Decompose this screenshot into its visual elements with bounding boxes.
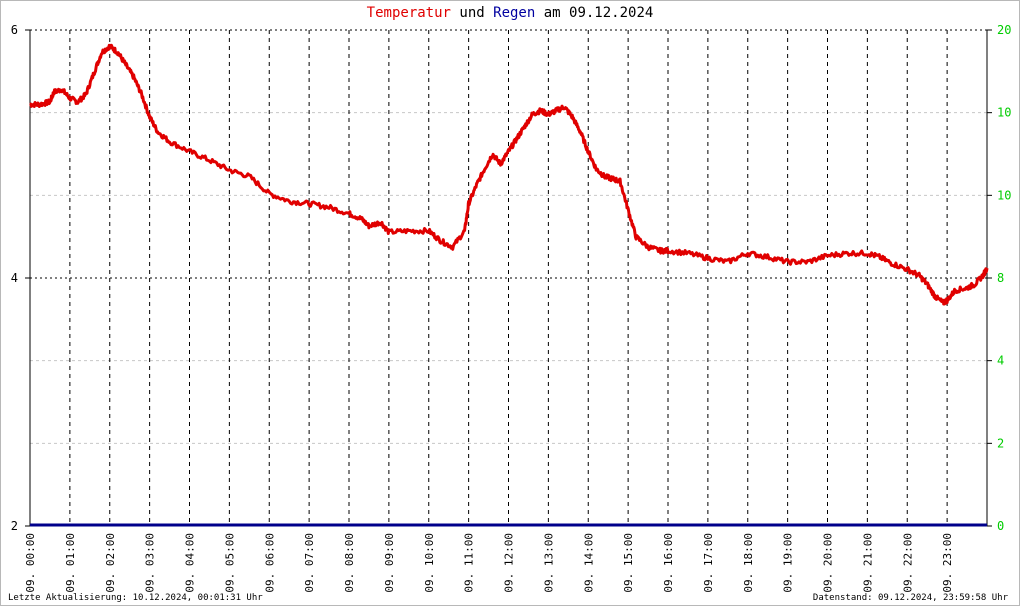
x-tick-label: 09. 03:00 bbox=[144, 533, 157, 593]
y-right-tick-label: 20 bbox=[997, 23, 1011, 37]
x-tick-label: 09. 23:00 bbox=[941, 533, 954, 593]
x-tick-label: 09. 21:00 bbox=[861, 533, 874, 593]
x-tick-label: 09. 05:00 bbox=[223, 533, 236, 593]
y-right-tick-label: 10 bbox=[997, 188, 1011, 202]
x-tick-label: 09. 22:00 bbox=[901, 533, 914, 593]
x-tick-label: 09. 01:00 bbox=[64, 533, 77, 593]
x-tick-label: 09. 13:00 bbox=[542, 533, 555, 593]
y-left-tick-label: 2 bbox=[11, 519, 18, 533]
x-tick-label: 09. 15:00 bbox=[622, 533, 635, 593]
y-left-tick-label: 6 bbox=[11, 23, 18, 37]
title-rain: Regen bbox=[493, 5, 536, 21]
x-tick-label: 09. 19:00 bbox=[782, 533, 795, 593]
x-tick-label: 09. 17:00 bbox=[702, 533, 715, 593]
y-right-tick-label: 8 bbox=[997, 271, 1004, 285]
footer-last-update: Letzte Aktualisierung: 10.12.2024, 00:01… bbox=[8, 593, 263, 603]
title-date: am 09.12.2024 bbox=[543, 5, 654, 21]
y-right-tick-label: 10 bbox=[997, 106, 1011, 120]
x-tick-label: 09. 10:00 bbox=[423, 533, 436, 593]
title-temperature: Temperatur bbox=[366, 5, 451, 21]
x-tick-label: 09. 09:00 bbox=[383, 533, 396, 593]
title-and: und bbox=[459, 5, 485, 21]
y-right-tick-label: 0 bbox=[997, 519, 1004, 533]
x-tick-label: 09. 11:00 bbox=[463, 533, 476, 593]
x-tick-label: 09. 20:00 bbox=[822, 533, 835, 593]
chart-title: Temperatur und Regen am 09.12.2024 bbox=[0, 5, 1020, 21]
footer-data-status: Datenstand: 09.12.2024, 23:59:58 Uhr bbox=[812, 593, 1008, 603]
x-tick-label: 09. 04:00 bbox=[184, 533, 197, 593]
x-tick-label: 09. 16:00 bbox=[662, 533, 675, 593]
x-tick-label: 09. 02:00 bbox=[104, 533, 117, 593]
y-right-tick-label: 2 bbox=[997, 436, 1004, 450]
x-tick-label: 09. 12:00 bbox=[503, 533, 516, 593]
x-tick-label: 09. 07:00 bbox=[303, 533, 316, 593]
series-line-temperatur bbox=[29, 43, 989, 306]
y-left-tick-label: 4 bbox=[11, 271, 18, 285]
x-tick-label: 09. 08:00 bbox=[343, 533, 356, 593]
x-tick-label: 09. 06:00 bbox=[263, 533, 276, 593]
x-tick-label: 09. 14:00 bbox=[582, 533, 595, 593]
x-tick-label: 09. 00:00 bbox=[24, 533, 37, 593]
y-right-tick-label: 4 bbox=[997, 354, 1004, 368]
x-tick-label: 09. 18:00 bbox=[742, 533, 755, 593]
